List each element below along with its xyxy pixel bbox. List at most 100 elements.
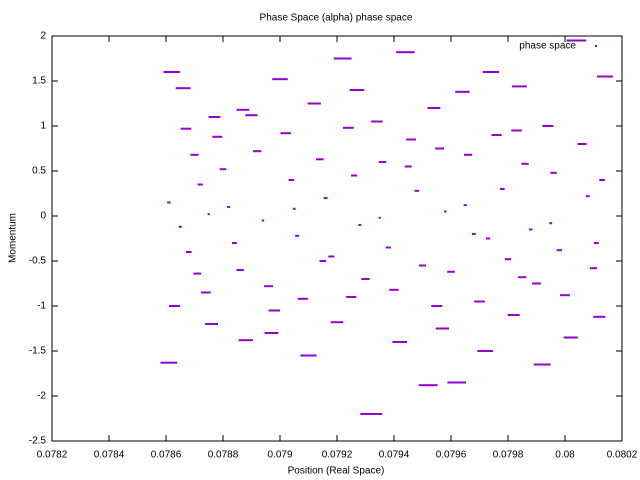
scatter-point [431,305,443,307]
scatter-point [207,213,210,216]
x-tick-label: 0.08 [555,450,575,461]
x-tick-label: 0.0796 [436,450,467,461]
scatter-point [447,270,455,273]
scatter-point [245,114,258,117]
scatter-point [549,222,553,225]
scatter-point [236,108,250,111]
scatter-point [205,323,218,325]
scatter-point [186,251,192,253]
scatter-point [292,207,296,210]
scatter-point [435,147,444,150]
scatter-point [180,127,192,130]
scatter-point [563,336,578,339]
scatter-point [163,71,180,73]
scatter-point [212,135,223,138]
scatter-point [511,129,522,132]
scatter-point [342,126,354,129]
scatter-point [396,51,415,54]
scatter-point [404,165,412,168]
y-tick-label: -1 [37,301,46,312]
scatter-point [585,195,590,198]
legend-label: phase space [519,41,576,52]
scatter-point [264,332,279,334]
scatter-point [499,188,505,190]
scatter-point [307,102,321,105]
scatter-point [261,219,265,222]
scatter-point [358,224,362,226]
scatter-point [533,363,551,366]
scatter-point [268,309,281,312]
scatter-point [518,276,527,279]
scatter-point [542,125,554,127]
scatter-point [556,249,563,252]
scatter-point [447,381,467,384]
scatter-point [566,39,587,42]
scatter-point [346,296,357,298]
scatter-point [418,384,438,387]
scatter-point [295,234,300,237]
scatter-point [378,216,381,219]
x-tick-label: 0.0794 [379,450,410,461]
x-tick-label: 0.0786 [151,450,182,461]
scatter-point [330,321,344,324]
scatter-point [333,57,352,60]
y-axis-label: Momentum [8,213,19,263]
scatter-point [371,120,383,123]
scatter-point [175,87,191,90]
scatter-point [550,171,557,174]
scatter-point [474,300,485,303]
y-tick-label: 0 [40,211,46,222]
x-tick-label: 0.0788 [208,450,239,461]
scatter-point [360,413,383,415]
scatter-point [178,225,182,228]
scatter-point [272,78,288,81]
scatter-point [201,291,211,294]
scatter-point [414,189,420,192]
scatter-point [389,288,399,291]
scatter-point [596,75,613,78]
scatter-point [521,162,529,165]
scatter-point [232,242,237,244]
scatter-point [419,264,426,267]
scatter-point [485,237,491,240]
scatter-point [252,150,262,153]
scatter-point [208,116,221,118]
chart-title: Phase Space (alpha) phase space [260,13,413,24]
scatter-point [193,272,202,275]
legend-marker [595,45,597,47]
scatter-point [280,132,291,135]
scatter-point [160,361,178,364]
scatter-point [504,258,512,261]
scatter-point [227,206,231,208]
scatter-point [378,161,387,163]
scatter-point [238,339,254,342]
scatter-point [529,228,533,231]
x-axis-label: Position (Real Space) [288,466,385,477]
x-tick-label: 0.0782 [37,450,68,461]
scatter-point [167,201,171,204]
scatter-point [351,174,358,177]
scatter-point [406,138,416,141]
scatter-point [349,89,365,91]
scatter-point [511,85,527,88]
y-tick-label: 1 [40,121,46,132]
y-tick-label: 2 [40,31,46,42]
scatter-point [288,179,295,181]
scatter-point [463,204,467,207]
scatter-point [599,179,605,181]
scatter-point [316,158,324,161]
scatter-point [444,210,447,213]
scatter-point [594,242,599,244]
scatter-point [236,269,244,271]
scatter-point [328,255,335,258]
y-tick-label: 1.5 [32,76,46,87]
scatter-point [507,314,520,316]
scatter-point [385,246,391,249]
scatter-point [455,90,470,93]
scatter-point [427,107,441,109]
x-tick-label: 0.079 [267,450,292,461]
scatter-point [297,297,308,300]
y-tick-label: -2.5 [29,436,47,447]
